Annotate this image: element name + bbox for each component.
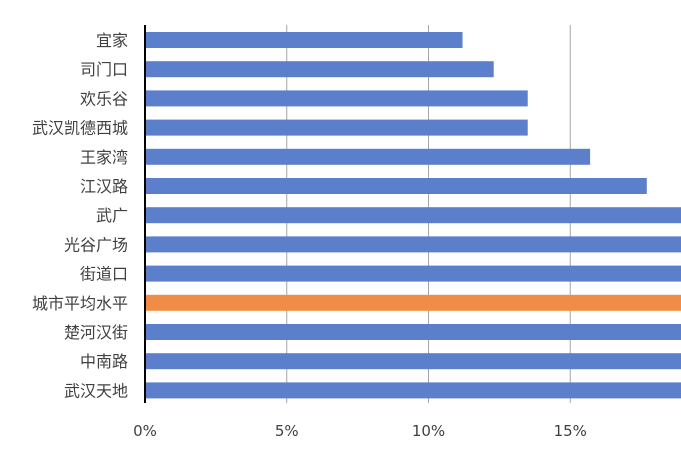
category-label: 欢乐谷	[80, 89, 128, 108]
bar	[145, 265, 681, 282]
category-label: 武汉天地	[64, 381, 128, 400]
category-label: 楚河汉街	[64, 323, 128, 342]
category-label: 武广	[96, 206, 128, 225]
category-label: 中南路	[80, 352, 128, 371]
bar	[145, 324, 681, 340]
bar	[145, 32, 463, 48]
category-label: 光谷广场	[64, 235, 128, 254]
bar	[145, 90, 528, 107]
bar	[145, 207, 681, 224]
category-labels: 宜家司门口欢乐谷武汉凯德西城王家湾江汉路武广光谷广场街道口城市平均水平楚河汉街中…	[32, 31, 128, 400]
bar	[145, 148, 591, 165]
x-tick-label: 10%	[412, 422, 445, 440]
x-tick-label: 5%	[275, 422, 299, 440]
bar	[145, 353, 681, 370]
x-tick-label: 0%	[133, 422, 157, 440]
category-label: 武汉凯德西城	[32, 119, 128, 138]
category-label: 街道口	[80, 265, 128, 284]
category-label: 宜家	[96, 31, 128, 50]
category-label: 王家湾	[80, 148, 128, 167]
bar	[145, 178, 647, 194]
bar	[145, 119, 528, 136]
bar-highlight	[145, 294, 681, 311]
bars	[145, 32, 681, 399]
x-tick-labels: 0%5%10%15%20%25%30%35%	[133, 422, 587, 440]
category-label: 城市平均水平	[32, 294, 128, 313]
bar	[145, 61, 494, 78]
category-label: 司门口	[80, 60, 128, 79]
x-tick-label: 15%	[554, 422, 587, 440]
bar	[145, 236, 681, 253]
category-label: 江汉路	[80, 177, 128, 196]
bar	[145, 382, 681, 399]
